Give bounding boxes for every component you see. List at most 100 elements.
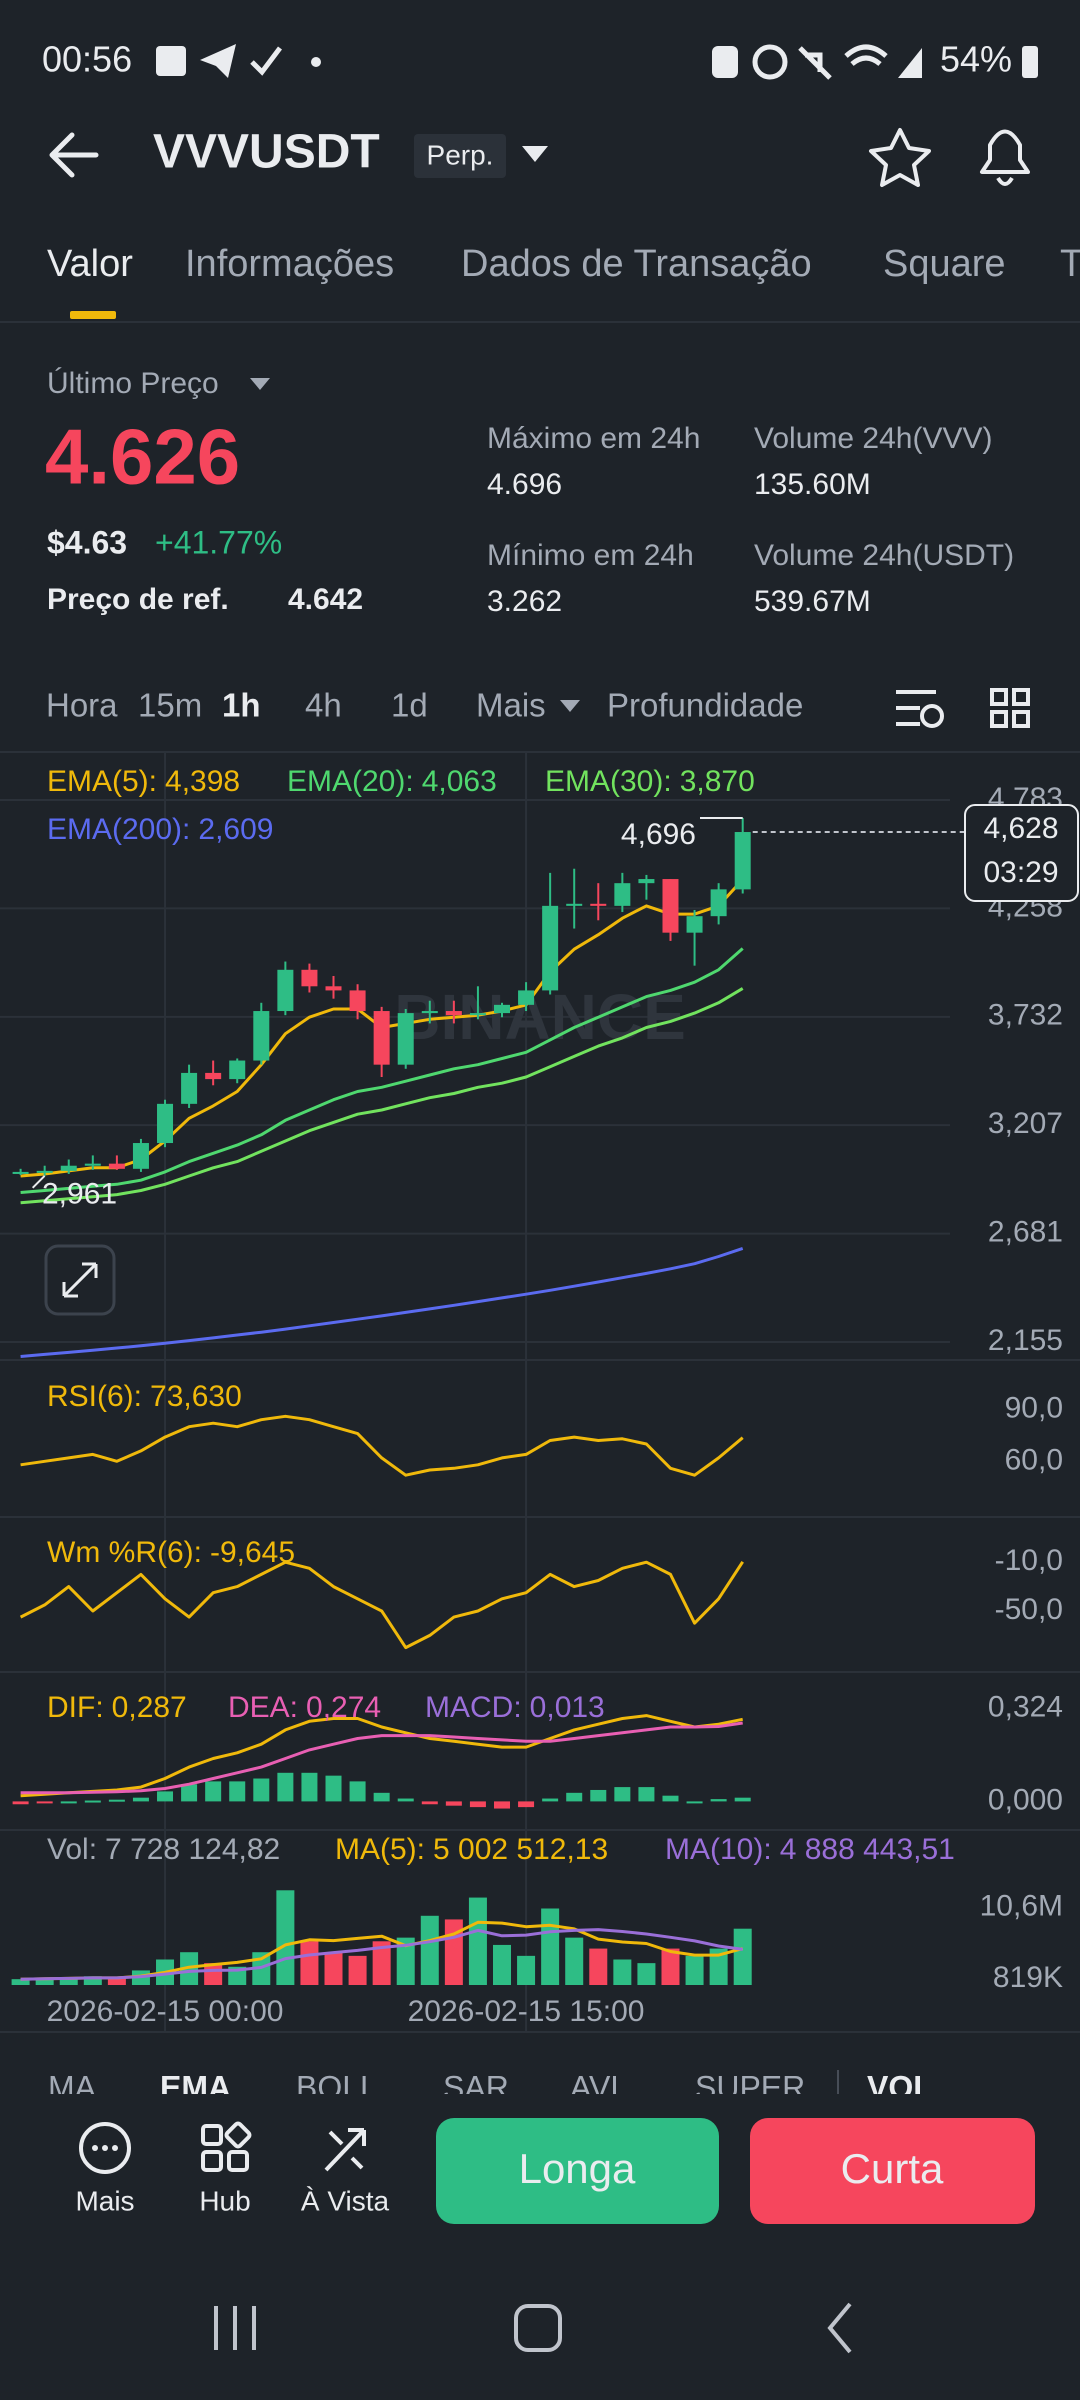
candle-body <box>205 1072 222 1080</box>
macd-bar <box>12 1801 29 1805</box>
indicator-line <box>20 1414 744 1477</box>
legend-value: 4,398 <box>165 765 240 798</box>
candle-body <box>734 832 751 890</box>
volume-bar <box>565 1937 584 1985</box>
candle-body <box>445 1011 462 1016</box>
candle-body <box>181 1072 198 1104</box>
macd-bar <box>542 1798 559 1802</box>
volume-bar <box>348 1955 367 1985</box>
legend-value: 73,630 <box>150 1380 242 1413</box>
hub-icon[interactable] <box>201 2121 252 2172</box>
timeframe[interactable]: Hora <box>46 687 118 724</box>
candle-body <box>638 879 655 884</box>
legend-value: 7 728 124,82 <box>105 1833 280 1866</box>
symbol: VVVUSDT <box>153 126 380 179</box>
symbol-dropdown[interactable] <box>522 146 548 162</box>
x-tick-label: 2026-02-15 00:00 <box>47 1995 284 2028</box>
timeframe[interactable]: 15m <box>138 687 202 724</box>
layout-button[interactable] <box>990 688 1030 728</box>
volume-bar <box>107 1977 126 1985</box>
candle-body <box>60 1165 77 1171</box>
timeframe[interactable]: Mais <box>476 687 546 724</box>
expand-button[interactable] <box>44 1244 116 1316</box>
legend-entry: MA(10): 4 888 443,51 <box>665 1833 955 1866</box>
volume-bar <box>517 1955 536 1985</box>
legend-name: MA(5): <box>335 1833 425 1866</box>
short-button[interactable] <box>750 2118 1035 2224</box>
lock-icon <box>712 46 738 78</box>
badge <box>414 134 506 178</box>
timeframes: Hora 15m 1h 4h 1d Mais Profundidade <box>46 687 803 724</box>
macd-bar <box>108 1799 125 1802</box>
volume-bar <box>11 1979 30 1985</box>
tab[interactable]: T <box>1060 243 1080 285</box>
candle-body <box>108 1163 125 1169</box>
candle-body <box>614 883 631 906</box>
tab[interactable]: Dados de Transação <box>461 243 812 285</box>
legend-name: MA(10): <box>665 1833 772 1866</box>
stat-value: 3.262 <box>487 585 562 618</box>
candle-body <box>157 1103 174 1144</box>
volume-bar <box>59 1977 78 1985</box>
tab[interactable]: Informações <box>185 243 394 285</box>
legend-value: 2,609 <box>198 813 273 846</box>
price-dropdown[interactable] <box>250 378 270 390</box>
macd-bar <box>253 1778 270 1802</box>
y-tick-label: 60,0 <box>1005 1443 1063 1476</box>
macd-bar <box>614 1787 631 1802</box>
favorite-button[interactable] <box>869 128 931 187</box>
macd-bar <box>686 1801 703 1804</box>
alert-button[interactable] <box>980 129 1030 186</box>
candle-body <box>542 905 559 991</box>
tab[interactable]: Square <box>883 243 1006 285</box>
nav-bar <box>214 2302 852 2354</box>
volume-bar <box>613 1959 632 1985</box>
back-button[interactable] <box>49 132 99 178</box>
candle-body <box>518 990 535 1005</box>
macd-bar <box>397 1798 414 1802</box>
volume-bar <box>276 1890 295 1985</box>
spot-icon[interactable] <box>324 2128 366 2172</box>
macd-bar <box>518 1801 535 1808</box>
legend-value: 0,013 <box>530 1691 605 1724</box>
y-tick-label: 3,207 <box>988 1107 1063 1140</box>
volume-bar <box>300 1941 319 1985</box>
volume-bar <box>420 1915 439 1985</box>
nav-back[interactable] <box>827 2302 852 2354</box>
legend-value: 0,274 <box>306 1691 381 1724</box>
candle-body <box>662 879 679 933</box>
macd-bar <box>181 1784 198 1802</box>
indicator-line <box>20 1928 743 1981</box>
more-dots <box>92 2145 118 2151</box>
candle-body <box>710 889 727 917</box>
timeframe[interactable]: Profundidade <box>607 687 803 724</box>
long-button[interactable] <box>436 2118 719 2224</box>
macd-bar <box>373 1792 390 1802</box>
y-tick-label: 0,000 <box>988 1783 1063 1816</box>
volume-bar <box>733 1928 752 1985</box>
timeframe[interactable]: 1h <box>222 687 261 724</box>
legend-entry: EMA(30): 3,870 <box>545 765 755 798</box>
indicator-line <box>19 1560 744 1650</box>
candle-body <box>397 1013 414 1065</box>
candle-body <box>253 1011 270 1061</box>
tool-label: Hub <box>199 2185 250 2216</box>
tab[interactable]: Valor <box>47 243 133 285</box>
chart-settings[interactable] <box>896 690 944 728</box>
indicator-line <box>20 1714 743 1798</box>
more-dropdown[interactable] <box>560 700 580 712</box>
legend-name: Vol: <box>47 1833 97 1866</box>
timeframe[interactable]: 1d <box>391 687 428 724</box>
legend-name: EMA(20): <box>287 765 414 798</box>
legend-entry: MACD: 0,013 <box>425 1691 605 1724</box>
legend-value: 4,063 <box>422 765 497 798</box>
nav-home[interactable] <box>514 2304 562 2352</box>
tabs: Valor Informações Dados de Transação Squ… <box>47 243 1080 285</box>
timeframe[interactable]: 4h <box>305 687 342 724</box>
more-icon[interactable] <box>79 2122 131 2174</box>
x-tick-label: 2026-02-15 15:00 <box>408 1995 645 2028</box>
min-leader <box>31 1175 46 1189</box>
volume-bar <box>661 1948 680 1985</box>
nav-recents[interactable] <box>214 2306 256 2350</box>
